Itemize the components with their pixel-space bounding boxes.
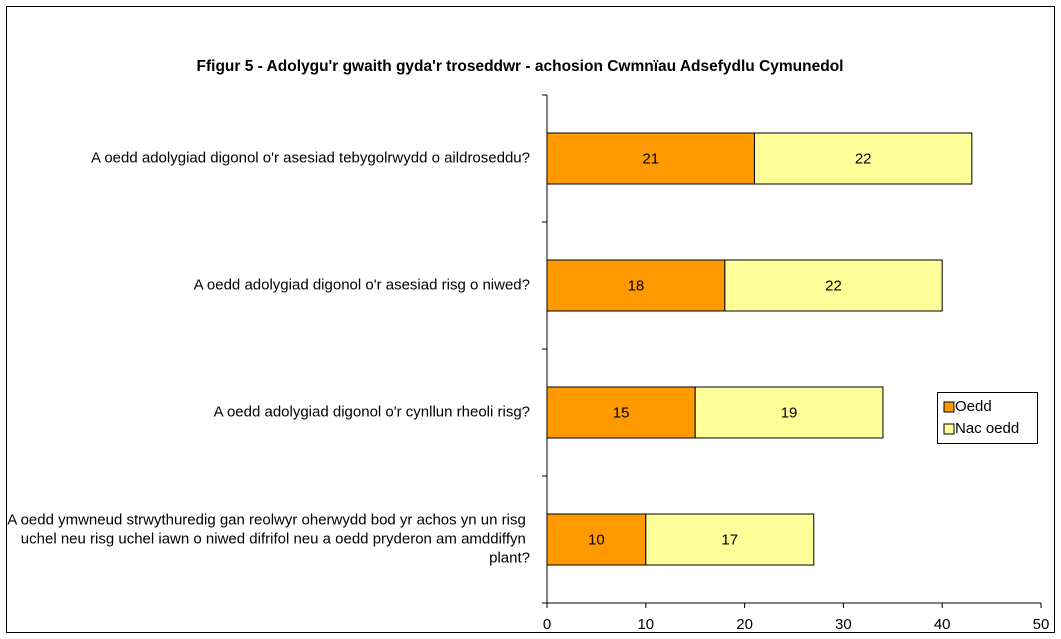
- x-tick-label: 20: [736, 616, 753, 633]
- value-label: 22: [825, 277, 842, 294]
- bar-segment: [546, 132, 755, 185]
- bar-segment: [753, 132, 973, 185]
- bar-segment: [645, 513, 815, 566]
- category-label: A oedd adolygiad digonol o'r cynllun rhe…: [214, 403, 530, 420]
- value-label: 15: [613, 404, 630, 421]
- category-label: A oedd adolygiad digonol o'r asesiad ris…: [194, 276, 530, 293]
- legend-label: Oedd: [955, 398, 992, 415]
- value-label: 17: [721, 531, 738, 548]
- value-label: 19: [781, 404, 798, 421]
- chart-title: Ffigur 5 - Adolygu'r gwaith gyda'r trose…: [197, 58, 844, 75]
- bar-segment: [724, 259, 943, 312]
- x-tick-label: 40: [934, 616, 951, 633]
- x-tick-label: 0: [543, 616, 551, 633]
- legend-swatch: [943, 423, 955, 435]
- legend-label: Nac oedd: [955, 420, 1019, 437]
- category-label: A oedd adolygiad digonol o'r asesiad teb…: [91, 149, 530, 166]
- legend-box: [937, 392, 1038, 444]
- legend: Oedd Nac oedd: [937, 392, 1038, 444]
- value-label: 22: [855, 150, 872, 167]
- value-label: 21: [642, 150, 659, 167]
- bar-segment: [546, 513, 647, 566]
- x-tick-label: 10: [637, 616, 654, 633]
- value-label: 10: [588, 531, 605, 548]
- category-label: A oedd ymwneud strwythuredig gan reolwyr…: [7, 511, 530, 566]
- chart-border: [6, 6, 1055, 633]
- bar-segment: [694, 386, 884, 439]
- value-label: 18: [628, 277, 645, 294]
- bar-segment: [546, 386, 696, 439]
- bar-segment: [546, 259, 726, 312]
- legend-swatch: [943, 401, 955, 413]
- x-tick-label: 30: [835, 616, 852, 633]
- x-tick-label: 50: [1033, 616, 1050, 633]
